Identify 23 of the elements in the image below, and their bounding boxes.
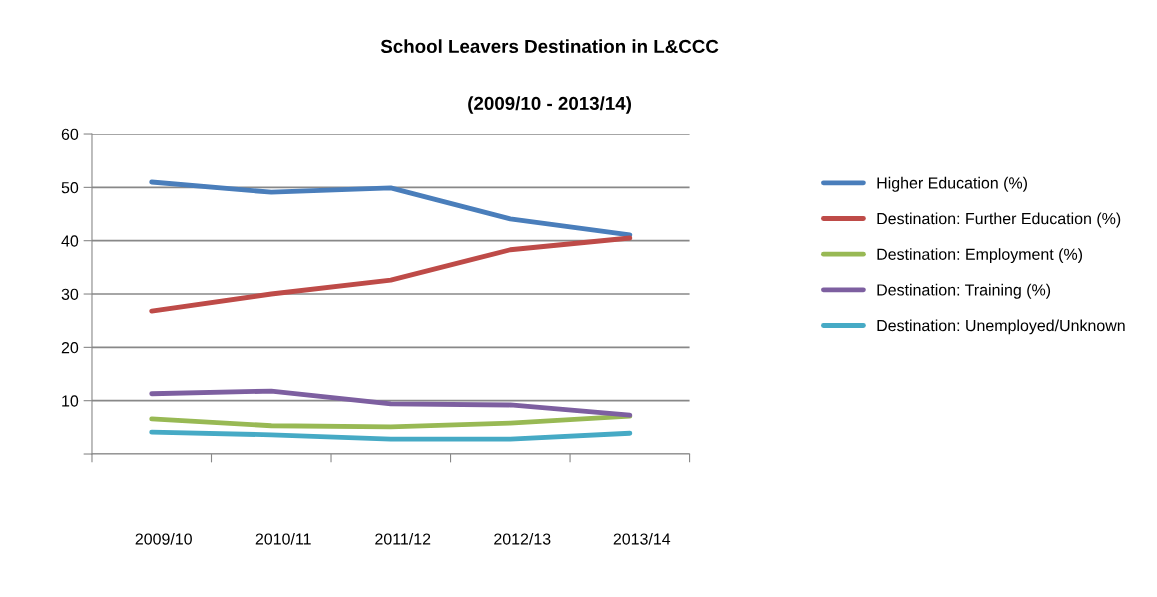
legend-label: Destination: Employment (%)	[877, 248, 1083, 264]
y-tick-label: 60	[61, 128, 79, 140]
x-tick-label: 2013/14	[613, 532, 671, 545]
legend-label: Destination: Unemployed/Unknown	[877, 319, 1125, 335]
y-tick-label: 50	[61, 181, 79, 194]
chart-subtitle: (2009/10 - 2013/14)	[468, 96, 631, 114]
line-series	[149, 429, 633, 442]
x-tick-label: 2012/13	[494, 532, 551, 545]
line-series	[149, 388, 633, 418]
y-tick-label: 40	[61, 235, 79, 247]
legend-label: Destination: Further Education (%)	[877, 212, 1121, 228]
legend-label: Destination: Training (%)	[877, 283, 1051, 299]
y-tick-label: 20	[61, 341, 79, 354]
x-tick-label: 2010/11	[255, 532, 311, 545]
chart-title: School Leavers Destination in L&CCC	[380, 39, 719, 54]
x-tick-label: 2009/10	[135, 532, 192, 545]
line-series	[149, 235, 633, 314]
y-tick-label: 10	[62, 395, 79, 407]
line-series	[149, 179, 633, 238]
x-tick-label: 2011/12	[375, 532, 431, 545]
y-tick-label: 30	[61, 288, 79, 300]
legend-label: Higher Education (%)	[877, 176, 1027, 192]
line-series	[149, 413, 633, 430]
